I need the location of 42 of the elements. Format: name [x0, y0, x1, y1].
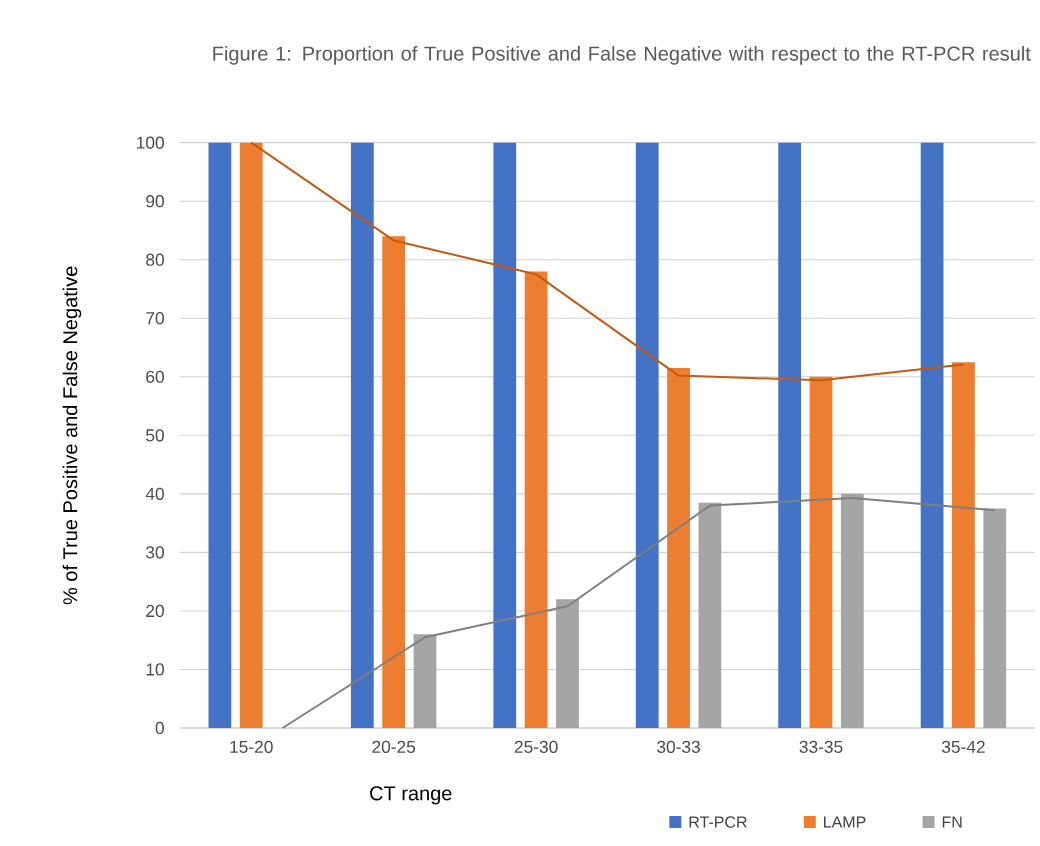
bar	[698, 502, 722, 728]
x-tick-label: 30-33	[657, 740, 700, 753]
bar	[208, 142, 232, 728]
x-tick-label: 25-30	[514, 740, 558, 753]
line-series	[281, 496, 996, 729]
legend-label: RT-PCR	[689, 816, 747, 828]
x-tick-label: 20-25	[372, 740, 416, 753]
bar	[809, 376, 833, 728]
y-tick-label: 80	[146, 253, 164, 266]
line-series	[250, 141, 965, 382]
y-tick-label: 30	[146, 546, 164, 559]
chart-title: Figure 1: Proportion of True Positive and False Negative with respect to the RT-PCR result	[213, 46, 1031, 65]
bar	[413, 634, 437, 728]
bar	[983, 508, 1007, 728]
legend-label: FN	[942, 816, 962, 828]
x-tick-label: 15-20	[230, 740, 273, 753]
bar	[920, 142, 944, 728]
bar	[382, 236, 406, 728]
bar	[778, 142, 802, 728]
y-tick-label: 40	[145, 487, 164, 500]
bar	[840, 493, 864, 728]
x-tick-label: 33-35	[799, 740, 843, 753]
y-tick-label: 10	[146, 663, 164, 676]
y-tick-label: 0	[155, 721, 164, 735]
bar	[493, 142, 517, 728]
x-axis-title: CT range	[370, 786, 452, 805]
bar	[667, 368, 690, 728]
x-tick-label: 35-42	[941, 740, 985, 753]
bar	[635, 142, 659, 728]
y-tick-label: 70	[146, 312, 164, 325]
bar	[239, 142, 263, 728]
bar	[524, 271, 548, 728]
y-axis-title: % of True Positive and False Negative	[62, 266, 82, 605]
y-tick-label: 100	[137, 136, 164, 149]
y-tick-label: 50	[146, 429, 164, 442]
y-tick-label: 20	[146, 604, 164, 618]
y-tick-label: 90	[146, 195, 164, 208]
y-tick-label: 60	[146, 370, 164, 383]
legend-label: LAMP	[824, 816, 866, 828]
bar	[556, 599, 579, 728]
bar	[350, 142, 374, 728]
bar	[952, 362, 975, 728]
